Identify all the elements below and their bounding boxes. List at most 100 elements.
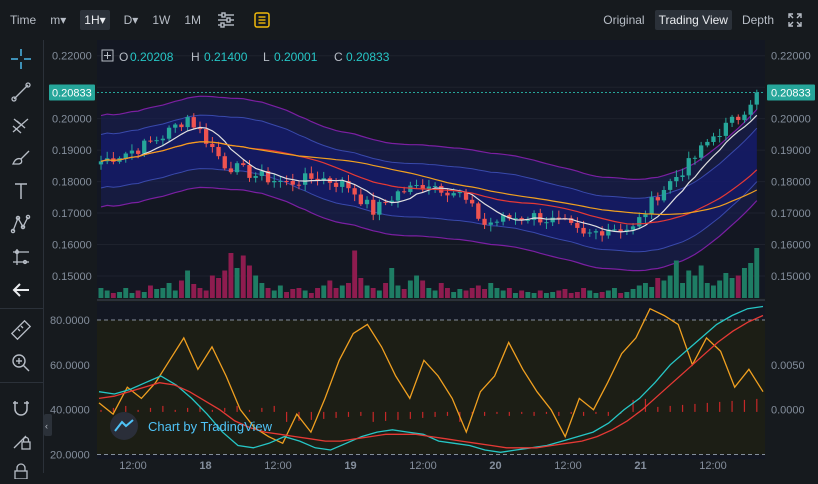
indicator-settings-icon[interactable]	[215, 9, 237, 31]
volume-bar	[376, 290, 382, 298]
candle-body	[674, 177, 679, 182]
volume-bar	[494, 288, 500, 298]
zoom-icon[interactable]	[8, 350, 34, 376]
close-value: 0.20833	[346, 50, 390, 64]
price-tick-label-left: 0.18000	[52, 177, 92, 189]
volume-bar	[420, 280, 426, 298]
candle-body	[284, 181, 289, 182]
open-value: 0.20208	[130, 50, 174, 64]
minutes-dropdown[interactable]: m▾	[50, 13, 67, 27]
volume-bar	[729, 278, 735, 298]
measure-icon[interactable]	[8, 244, 34, 270]
candle-body	[166, 127, 172, 139]
candle-body	[457, 191, 462, 194]
upper-inner-band	[100, 114, 758, 199]
candle-body	[148, 140, 153, 142]
price-tick-label-right: 0.17000	[771, 208, 811, 220]
tradingview-view-tab[interactable]: Trading View	[654, 10, 732, 30]
candle-body	[742, 114, 747, 121]
volume-bar	[612, 288, 617, 298]
ohlc-legend: O 0.20208 H 0.21400 L 0.20001 C 0.20833	[101, 49, 390, 64]
brush-icon[interactable]	[8, 145, 34, 171]
price-tick-label-right: 0.19000	[771, 145, 811, 157]
candle-body	[575, 222, 580, 228]
volume-bar	[302, 290, 308, 298]
candle-body	[303, 173, 308, 185]
volume-bar	[445, 288, 450, 298]
time-tick-label: 21	[634, 460, 646, 472]
day-dropdown[interactable]: D▾	[123, 13, 139, 27]
original-view-tab[interactable]: Original	[603, 13, 645, 27]
volume-bar	[735, 275, 741, 298]
candle-body	[395, 191, 401, 201]
candle-body	[371, 199, 376, 215]
time-tick-label: 18	[199, 460, 211, 472]
candle-body	[686, 158, 691, 176]
volume-bar	[692, 275, 698, 298]
candle-body	[748, 104, 753, 115]
volume-bar	[704, 283, 710, 298]
hour-dropdown[interactable]: 1H▾	[80, 10, 110, 30]
candle-body	[463, 191, 469, 200]
volume-bar	[581, 288, 586, 298]
pattern-icon[interactable]	[8, 211, 34, 237]
watermark-text: Chart by TradingView	[148, 419, 273, 434]
volume-bar	[321, 285, 327, 298]
volume-bar	[711, 285, 716, 298]
volume-bar	[469, 288, 475, 298]
candle-body	[705, 141, 710, 146]
fib-icon[interactable]	[8, 112, 34, 138]
candle-body	[197, 127, 203, 130]
volume-bar	[234, 268, 240, 298]
volume-bar	[537, 290, 543, 298]
lock-pencil-icon[interactable]	[8, 428, 34, 454]
month-button[interactable]: 1M	[184, 13, 202, 27]
tradingview-watermark[interactable]: Chart by TradingView	[110, 412, 273, 440]
collapse-toggle[interactable]: ‹	[44, 414, 52, 436]
ruler-icon[interactable]	[8, 317, 34, 343]
volume-bar	[209, 275, 215, 298]
back-arrow-icon[interactable]	[8, 277, 34, 303]
candle-body	[618, 229, 623, 232]
candle-body	[661, 190, 667, 201]
magnet-icon[interactable]	[8, 395, 34, 421]
oscillator-tick-right: 0.0000	[771, 405, 805, 417]
last-price-line: 0.20833 0.20833	[49, 84, 815, 101]
candle-body	[179, 124, 184, 128]
volume-bar	[277, 285, 283, 298]
price-tick-label-right: 0.16000	[771, 240, 811, 252]
volume-bar	[698, 265, 704, 298]
time-button[interactable]: Time	[10, 13, 37, 27]
trend-line-icon[interactable]	[8, 79, 34, 105]
crosshair-icon[interactable]	[8, 46, 34, 72]
volume-bar	[531, 293, 537, 298]
candle-body	[129, 150, 135, 154]
volume-bar	[203, 290, 209, 298]
candle-body	[711, 136, 716, 142]
volume-bar	[506, 288, 512, 298]
time-tick-label: 20	[489, 460, 501, 472]
chart-area[interactable]: 0.20833 0.20833 0.22000 0.22000 0.20000 0.20…	[44, 40, 818, 473]
high-value: 0.21400	[204, 50, 248, 64]
candle-body	[736, 116, 741, 120]
ma-short-line	[100, 114, 758, 233]
candle-body	[556, 217, 561, 219]
volume-bar	[673, 260, 679, 298]
candle-body	[290, 181, 295, 185]
trading-chart[interactable]: 0.20833 0.20833 0.22000 0.22000 0.20000 0.20…	[44, 40, 818, 473]
volume-bar	[160, 288, 166, 298]
candle-body	[637, 217, 642, 227]
volume-bar	[117, 292, 122, 298]
volume-bar	[717, 280, 723, 298]
legend-toggle-icon[interactable]	[101, 49, 114, 62]
lock-icon[interactable]	[8, 458, 34, 484]
text-icon[interactable]	[8, 178, 34, 204]
week-button[interactable]: 1W	[152, 13, 171, 27]
studies-icon[interactable]	[251, 9, 273, 31]
candle-body	[296, 184, 302, 186]
oscillator-tick-left: 20.0000	[50, 450, 90, 462]
volume-bar	[438, 283, 444, 298]
price-tick-label-left: 0.22000	[52, 51, 92, 63]
depth-view-tab[interactable]: Depth	[741, 13, 774, 27]
fullscreen-icon[interactable]	[784, 9, 806, 31]
